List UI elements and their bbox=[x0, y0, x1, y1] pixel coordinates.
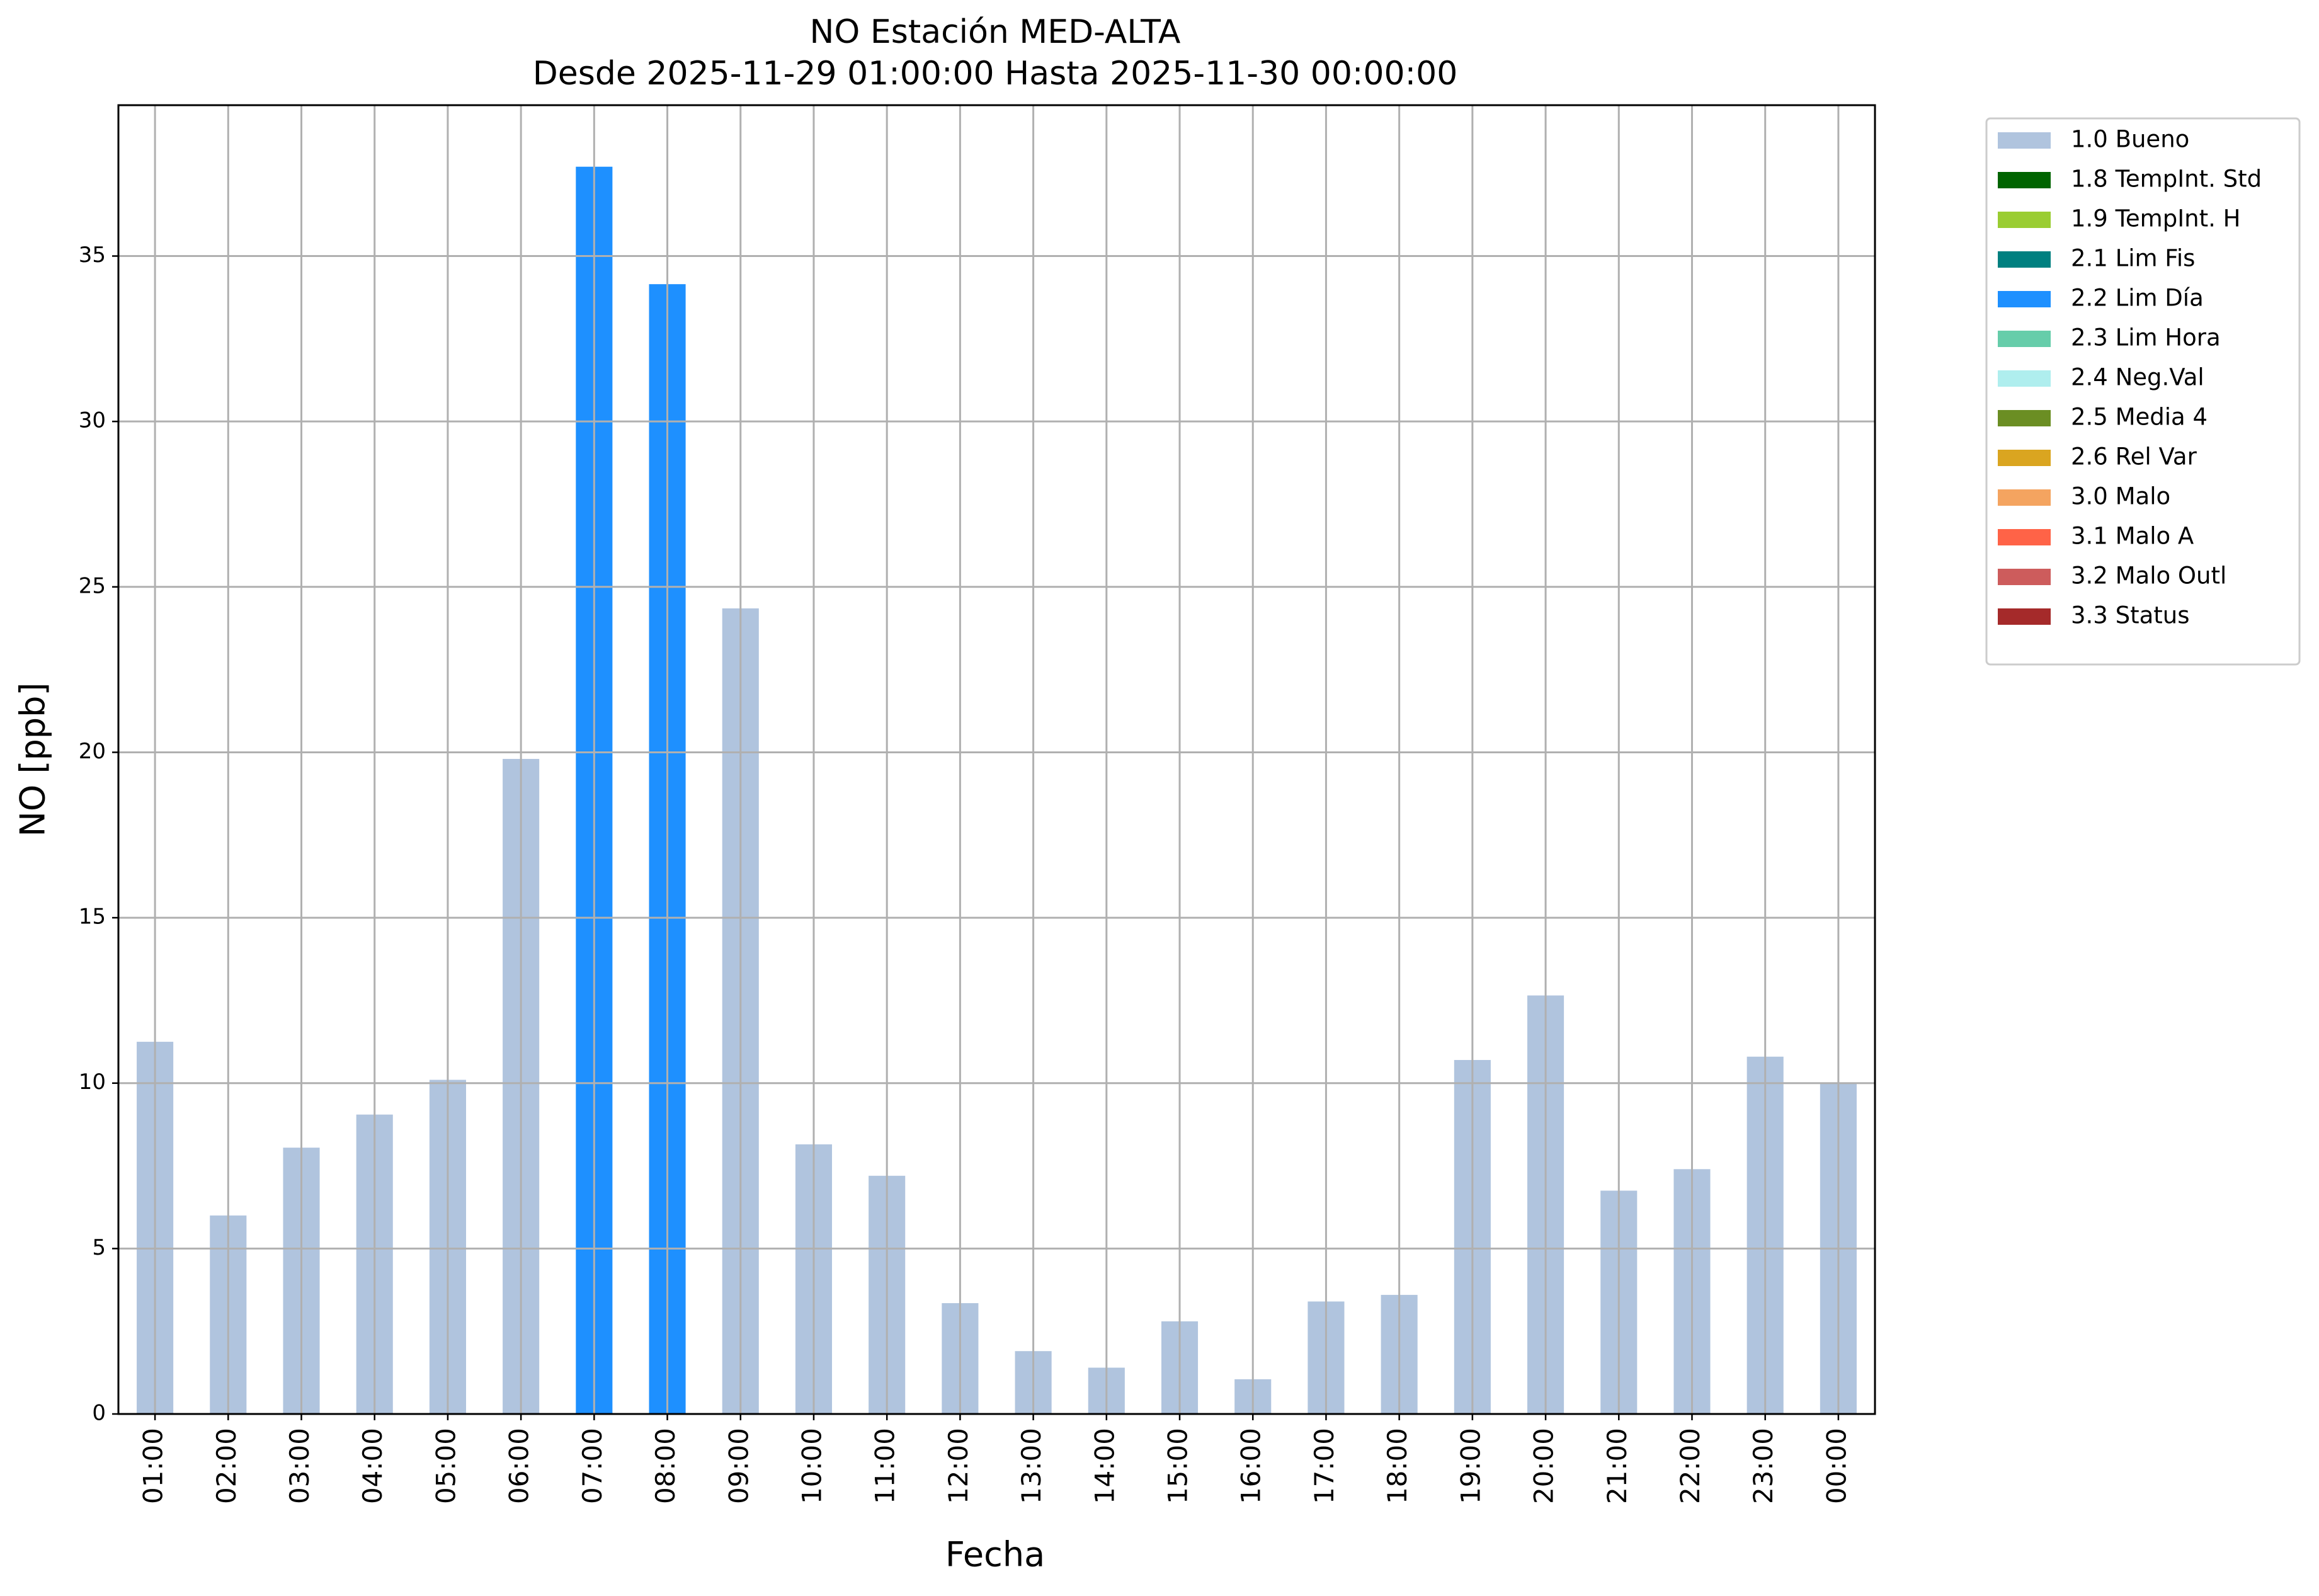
x-tick-label: 20:00 bbox=[1529, 1428, 1559, 1504]
x-tick-label: 13:00 bbox=[1016, 1428, 1047, 1504]
chart-title: NO Estación MED-ALTA bbox=[810, 13, 1181, 51]
x-tick-label: 22:00 bbox=[1675, 1428, 1706, 1504]
y-tick-label: 5 bbox=[92, 1235, 106, 1260]
legend-label: 2.6 Rel Var bbox=[2071, 443, 2197, 470]
y-tick-label: 25 bbox=[79, 573, 106, 598]
legend-label: 3.1 Malo A bbox=[2071, 523, 2194, 550]
x-tick-label: 10:00 bbox=[796, 1428, 827, 1504]
legend-swatch bbox=[1998, 172, 2051, 188]
legend-label: 2.5 Media 4 bbox=[2071, 404, 2208, 431]
x-tick-label: 14:00 bbox=[1089, 1428, 1120, 1504]
legend-swatch bbox=[1998, 331, 2051, 347]
legend-swatch bbox=[1998, 529, 2051, 545]
x-tick-label: 15:00 bbox=[1163, 1428, 1194, 1504]
x-tick-label: 04:00 bbox=[357, 1428, 388, 1504]
legend-label: 1.0 Bueno bbox=[2071, 126, 2189, 153]
x-tick-label: 02:00 bbox=[211, 1428, 242, 1504]
legend-swatch bbox=[1998, 370, 2051, 387]
x-tick-label: 05:00 bbox=[430, 1428, 461, 1504]
y-tick-label: 10 bbox=[79, 1069, 106, 1095]
y-tick-label: 30 bbox=[79, 408, 106, 433]
legend-label: 2.1 Lim Fis bbox=[2071, 245, 2195, 272]
plot-frame bbox=[117, 104, 1876, 1415]
legend-label: 3.2 Malo Outl bbox=[2071, 562, 2226, 590]
y-tick-label: 15 bbox=[79, 904, 106, 930]
x-tick-label: 17:00 bbox=[1309, 1428, 1340, 1504]
legend-label: 1.9 TempInt. H bbox=[2071, 205, 2240, 232]
legend-label: 3.3 Status bbox=[2071, 602, 2190, 629]
x-tick-label: 01:00 bbox=[138, 1428, 169, 1504]
x-tick-label: 07:00 bbox=[577, 1428, 608, 1504]
legend-swatch bbox=[1998, 569, 2051, 585]
y-tick-label: 35 bbox=[79, 242, 106, 268]
y-tick-label: 0 bbox=[92, 1401, 106, 1426]
legend-label: 2.2 Lim Día bbox=[2071, 285, 2204, 312]
y-tick-label: 20 bbox=[79, 739, 106, 764]
x-axis-label: Fecha bbox=[945, 1535, 1045, 1575]
x-tick-label: 11:00 bbox=[870, 1428, 901, 1504]
x-tick-label: 08:00 bbox=[650, 1428, 681, 1504]
x-tick-label: 00:00 bbox=[1821, 1428, 1852, 1504]
legend-swatch bbox=[1998, 291, 2051, 307]
x-tick-label: 21:00 bbox=[1602, 1428, 1632, 1504]
y-axis-label: NO [ppb] bbox=[13, 682, 53, 836]
x-tick-label: 03:00 bbox=[284, 1428, 315, 1504]
x-tick-label: 06:00 bbox=[504, 1428, 535, 1504]
legend-box bbox=[1985, 117, 2301, 666]
x-tick-label: 12:00 bbox=[943, 1428, 974, 1504]
legend-swatch bbox=[1998, 450, 2051, 466]
legend-swatch bbox=[1998, 410, 2051, 426]
x-tick-label: 23:00 bbox=[1748, 1428, 1779, 1504]
legend-swatch bbox=[1998, 212, 2051, 228]
x-tick-label: 16:00 bbox=[1236, 1428, 1267, 1504]
legend-swatch bbox=[1998, 489, 2051, 506]
legend-label: 2.4 Neg.Val bbox=[2071, 364, 2204, 391]
legend-label: 1.8 TempInt. Std bbox=[2071, 166, 2262, 193]
legend-swatch bbox=[1998, 608, 2051, 625]
legend-swatch bbox=[1998, 132, 2051, 149]
x-tick-label: 09:00 bbox=[723, 1428, 754, 1504]
x-tick-label: 19:00 bbox=[1455, 1428, 1486, 1504]
legend-label: 2.3 Lim Hora bbox=[2071, 324, 2221, 351]
legend-label: 3.0 Malo bbox=[2071, 483, 2170, 510]
x-tick-label: 18:00 bbox=[1382, 1428, 1413, 1504]
chart-subtitle: Desde 2025-11-29 01:00:00 Hasta 2025-11-… bbox=[533, 55, 1458, 93]
legend-swatch bbox=[1998, 251, 2051, 268]
